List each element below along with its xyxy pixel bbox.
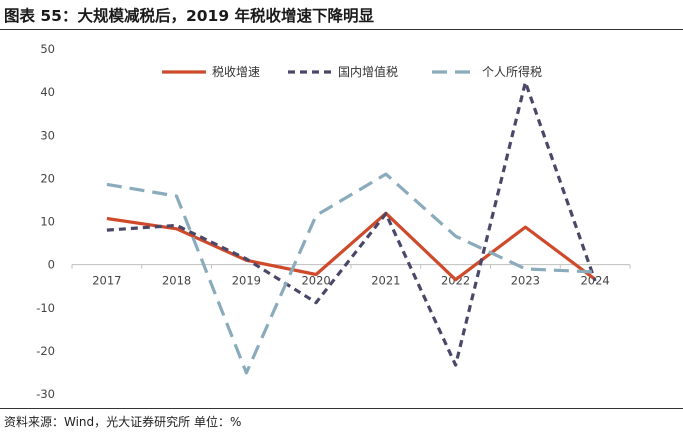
- y-tick-label: -30: [36, 387, 55, 401]
- x-tick-label: 2021: [371, 274, 400, 288]
- series-line-1: [106, 211, 597, 282]
- x-axis-tick-marks: [71, 264, 631, 269]
- x-tick-label: 2018: [162, 274, 191, 288]
- legend-label: 税收增速: [212, 65, 260, 79]
- footer-divider: [0, 408, 683, 409]
- source-note: 资料来源：Wind，光大证券研究所 单位：%: [4, 415, 242, 429]
- x-tick-label: 2017: [92, 274, 121, 288]
- legend-label: 个人所得税: [482, 64, 542, 79]
- y-tick-label: 10: [40, 215, 55, 229]
- x-tick-label: 2019: [232, 274, 261, 288]
- title-divider: [0, 29, 683, 30]
- legend: 税收增速 国内增值税 个人所得税: [162, 64, 542, 79]
- x-tick-label: 2020: [301, 274, 330, 288]
- y-tick-label: 50: [40, 42, 55, 56]
- y-axis-ticks: -30 -20 -10 0 10 20 30 40 50: [36, 42, 55, 401]
- chart-title: 图表 55：大规模减税后，2019 年税收增速下降明显: [4, 7, 375, 25]
- legend-label: 国内增值税: [338, 64, 398, 79]
- y-tick-label: 20: [40, 171, 55, 185]
- y-tick-label: 0: [48, 258, 55, 272]
- series-lines: [106, 80, 597, 375]
- y-tick-label: -20: [36, 344, 55, 358]
- x-tick-label: 2023: [511, 274, 540, 288]
- y-tick-label: 30: [40, 128, 55, 142]
- y-tick-label: -10: [36, 301, 55, 315]
- x-axis-ticks: 2017 2018 2019 2020 2021 2022 2023 2024: [92, 274, 610, 288]
- y-tick-label: 40: [40, 85, 55, 99]
- series-line-3: [106, 172, 596, 375]
- series-line-2: [106, 80, 597, 367]
